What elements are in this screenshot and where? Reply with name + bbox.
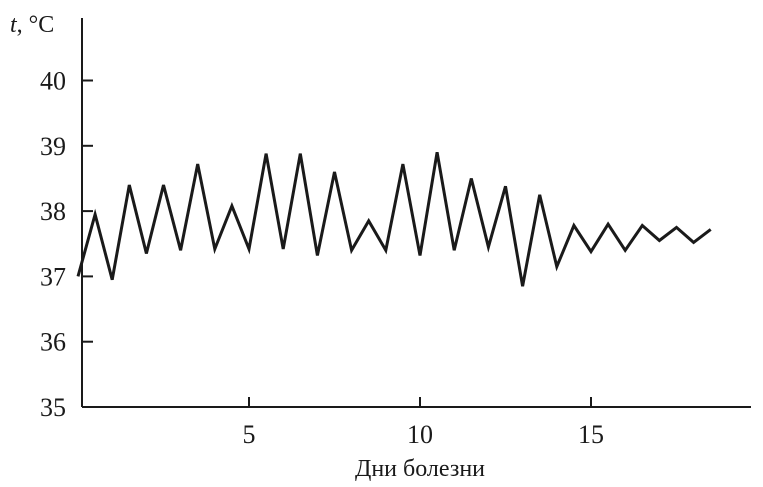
x-tick-label: 5 [243,420,256,449]
temperature-series-line [76,152,712,287]
y-axis-label-unit: , °C [17,12,55,38]
y-tick-label: 40 [40,67,66,96]
y-axis-label-variable: t [10,12,18,38]
x-tick-label: 15 [578,420,604,449]
y-tick-label: 39 [40,132,66,161]
y-tick-label: 38 [40,197,66,226]
x-ticks: 5 10 15 [243,397,604,449]
y-tick-label: 35 [40,393,66,422]
y-tick-label: 37 [40,262,66,291]
x-tick-label: 10 [407,420,433,449]
y-tick-label: 36 [40,328,66,357]
y-ticks: 35 36 37 38 39 40 [40,67,93,422]
x-axis-label: Дни болезни [355,456,485,482]
y-axis-label: t, °C [10,12,54,38]
